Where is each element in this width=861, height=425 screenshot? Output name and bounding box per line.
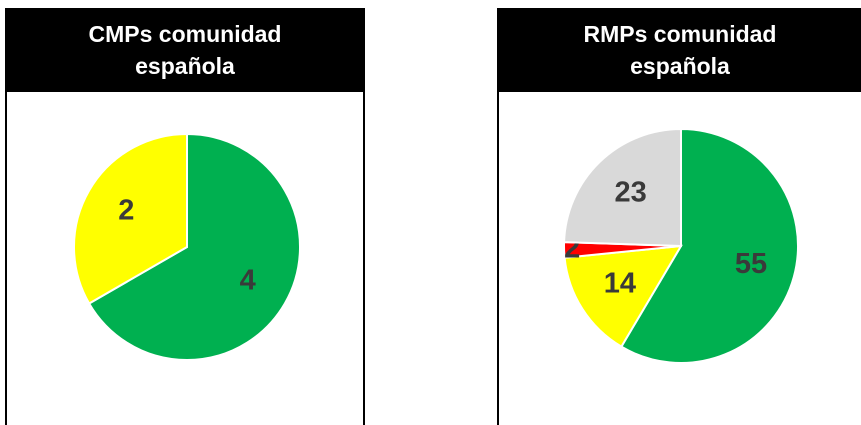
chart-title: CMPs comunidad española (7, 8, 363, 92)
pie-slice (563, 244, 683, 349)
chart-panel: CMPs comunidad española (5, 8, 365, 425)
data-label: 55 (735, 248, 767, 280)
pie-slice (87, 132, 301, 361)
pie-slice (620, 127, 799, 364)
data-label: 14 (604, 268, 636, 300)
pie-slice (563, 127, 682, 248)
data-label: 2 (118, 195, 134, 227)
chart-title: RMPs comunidad española (499, 8, 861, 92)
pie-slice (73, 132, 188, 305)
chart-panel: RMPs comunidad española (497, 8, 861, 425)
data-label: 23 (614, 177, 646, 209)
data-label: 4 (240, 265, 256, 297)
